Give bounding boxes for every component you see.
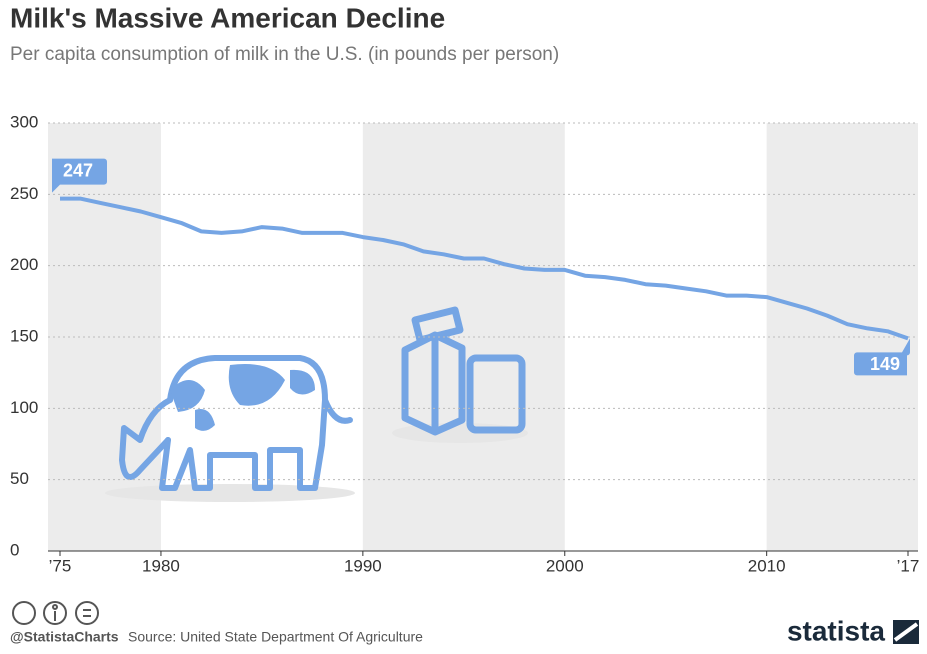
license-icons <box>12 601 99 625</box>
x-tick-label: 2000 <box>546 556 584 575</box>
value-label: 247 <box>63 160 93 180</box>
y-tick-label: 0 <box>10 540 19 559</box>
y-tick-label: 300 <box>10 112 38 131</box>
line <box>60 196 909 341</box>
value-callout <box>854 338 910 376</box>
value-label: 149 <box>870 354 900 374</box>
brand-logo: statista <box>787 615 885 646</box>
y-tick-label: 200 <box>10 255 38 274</box>
y-tick-label: 150 <box>10 326 38 345</box>
chart-title: Milk's Massive American Decline <box>10 2 445 33</box>
x-tick-label: 1980 <box>142 556 180 575</box>
plot: 0 50 100 150 200 250 300 ’75 1980 1990 2000 2010 ’17… <box>10 112 919 575</box>
cow-illustration <box>105 355 355 502</box>
y-tick-label: 250 <box>10 184 38 203</box>
x-tick-label: 1990 <box>344 556 382 575</box>
x-tick-label: 2010 <box>748 556 786 575</box>
chart-subtitle: Per capita consumption of milk in the U.… <box>10 44 559 65</box>
y-tick-label: 100 <box>10 398 38 417</box>
credit: @StatistaCharts <box>10 629 119 645</box>
value-callout <box>52 158 107 193</box>
brand-mark <box>893 620 919 644</box>
x-tick-label: ’75 <box>49 556 72 575</box>
x-tick-label: ’17 <box>897 556 920 575</box>
band <box>766 123 918 551</box>
y-tick-label: 50 <box>10 469 29 488</box>
milk-illustration <box>392 306 528 443</box>
source: Source: United State Department Of Agric… <box>128 629 423 645</box>
